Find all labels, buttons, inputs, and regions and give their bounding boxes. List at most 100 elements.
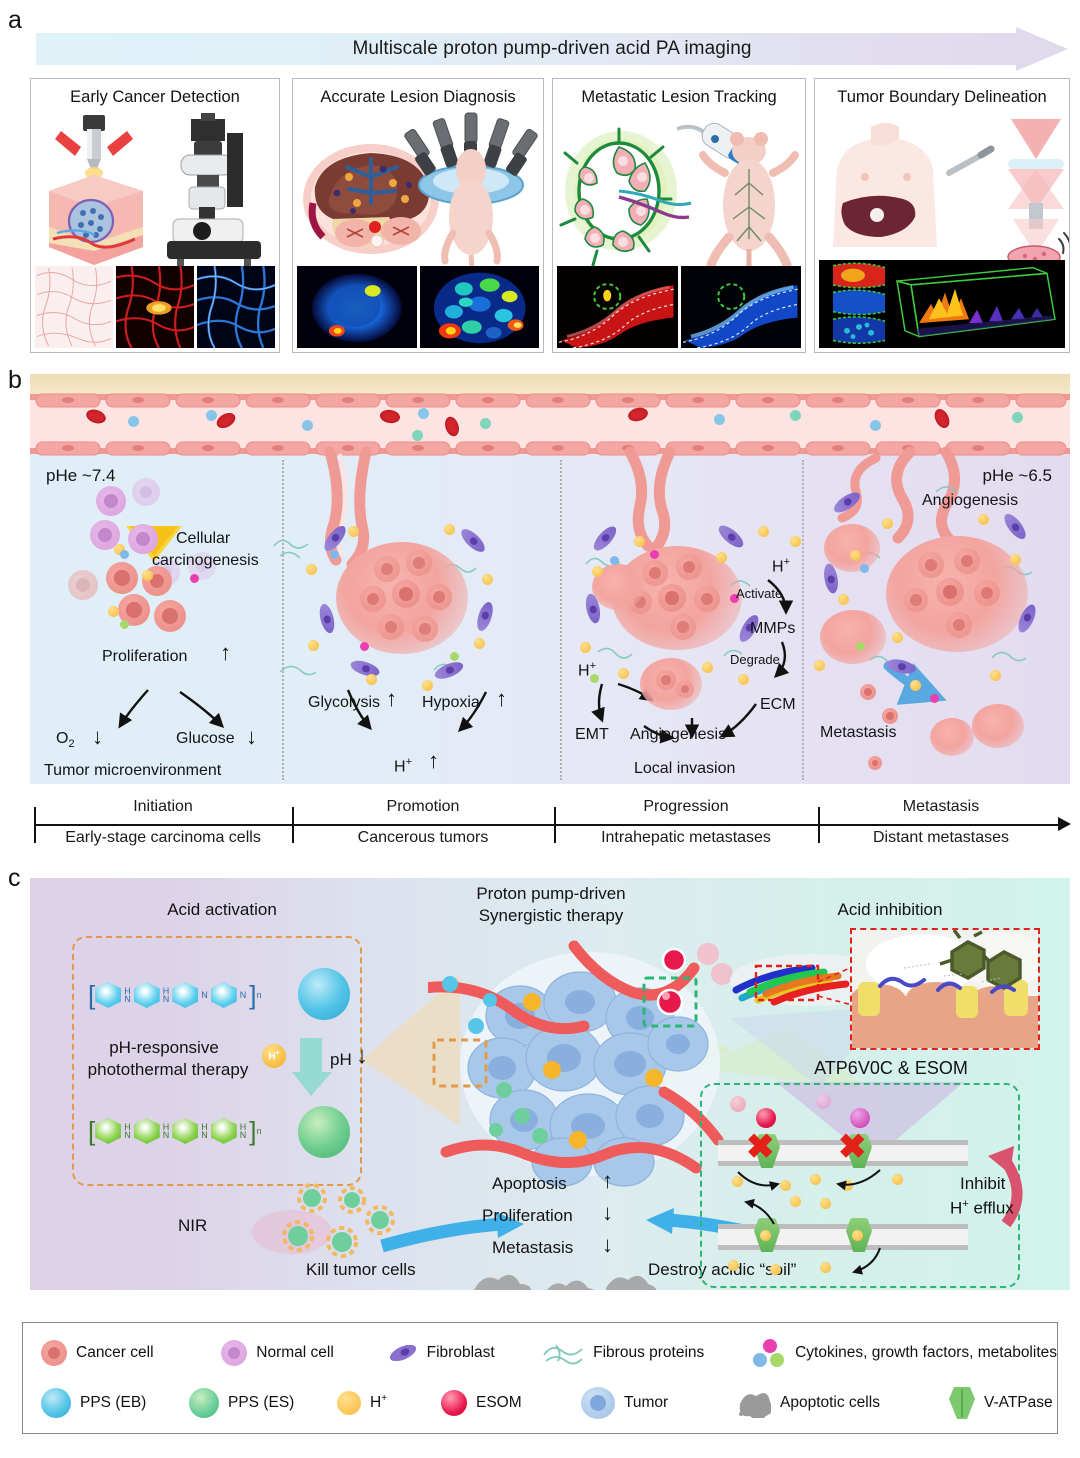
fibrous-proteins-icon bbox=[542, 1341, 584, 1365]
legend-item-fibrous-proteins: Fibrous proteins bbox=[542, 1341, 752, 1365]
esom-icon bbox=[441, 1390, 467, 1416]
pps-es-icon bbox=[189, 1388, 219, 1418]
cancer-cell bbox=[658, 584, 686, 612]
card-tumor-boundary-delineation[interactable]: Tumor Boundary Delineation bbox=[814, 78, 1070, 353]
legend-row-1: Cancer cell Normal cell Fibroblast Fibro… bbox=[23, 1328, 1057, 1378]
proton bbox=[738, 674, 749, 685]
ph-label: pH bbox=[330, 1050, 352, 1069]
legend-item-cytokines: Cytokines, growth factors, metabolites bbox=[752, 1338, 1057, 1368]
proton bbox=[580, 642, 591, 653]
cytokine bbox=[360, 642, 369, 651]
axis-bottom-label: Early-stage carcinoma cells bbox=[65, 829, 261, 846]
legend-row-2: PPS (EB) PPS (ES) H+ ESOM Tumor Apoptoti… bbox=[23, 1378, 1057, 1428]
legend-label: Fibrous proteins bbox=[593, 1344, 705, 1361]
vessel-sprouts-and-cells bbox=[35, 393, 1067, 744]
metastasis-down-arrow: ↓ bbox=[602, 1232, 613, 1257]
legend-label: Tumor bbox=[624, 1394, 669, 1411]
cancer-cell bbox=[676, 680, 694, 698]
pa-blue-vasculature-image[interactable] bbox=[197, 266, 275, 348]
cytokine bbox=[856, 642, 865, 651]
carcinogenesis-label-l1: Cellular bbox=[176, 530, 231, 547]
molecular-docking-zoom[interactable] bbox=[850, 928, 1046, 1050]
pa-blue-metastasis-image[interactable] bbox=[680, 266, 801, 348]
proton bbox=[910, 680, 921, 691]
cancer-cell bbox=[918, 552, 944, 578]
legend-label: Fibroblast bbox=[426, 1344, 495, 1361]
cancer-cell bbox=[694, 586, 720, 612]
proton bbox=[1010, 554, 1021, 565]
proton bbox=[790, 1196, 801, 1207]
degrade-label: Degrade bbox=[730, 652, 780, 667]
ph-responsive-label-l2: photothermal therapy bbox=[87, 1060, 249, 1079]
circulating-cancer-cell bbox=[860, 684, 876, 700]
tumor-progression-diagram: pHe ~7.4 pHe ~6.5 Cellular carcinogenesi… bbox=[30, 374, 1070, 784]
cancer-cell bbox=[406, 550, 432, 576]
early-cancer-detection-images bbox=[31, 266, 279, 352]
card-metastatic-lesion-tracking[interactable]: Metastatic Lesion Tracking bbox=[552, 78, 806, 353]
local-invasion-label: Local invasion bbox=[634, 760, 736, 777]
normal-cell bbox=[96, 486, 126, 516]
ph-down-arrow: ↓ bbox=[356, 1042, 368, 1069]
legend-item-proton: H+ bbox=[337, 1391, 441, 1415]
kill-tumor-arrow bbox=[380, 1212, 524, 1253]
panel-c-letter: c bbox=[8, 864, 21, 892]
histology-image[interactable] bbox=[35, 266, 113, 348]
tumor-microenvironment-label: Tumor microenvironment bbox=[44, 762, 222, 779]
pa-3d-reconstruction-image[interactable] bbox=[819, 260, 1065, 348]
small-tumor-mass bbox=[820, 610, 886, 664]
legend-item-normal-cell: Normal cell bbox=[221, 1340, 387, 1366]
cancer-cell bbox=[68, 570, 98, 600]
proton bbox=[618, 668, 629, 679]
cancer-cell bbox=[904, 588, 928, 612]
cytokine-dot bbox=[128, 416, 139, 427]
pa-red-vasculature-image[interactable] bbox=[116, 266, 194, 348]
card-accurate-lesion-diagnosis[interactable]: Accurate Lesion Diagnosis bbox=[292, 78, 544, 353]
card-early-cancer-detection[interactable]: Early Cancer Detection bbox=[30, 78, 280, 353]
hexagon-unit bbox=[172, 982, 199, 1008]
metastatic-tracking-illustration bbox=[553, 107, 805, 266]
ph-label-right: pHe ~6.5 bbox=[982, 466, 1052, 485]
fibroblast-icon bbox=[388, 1344, 418, 1362]
legend-label: PPS (EB) bbox=[80, 1394, 147, 1411]
cytokine-dot bbox=[1012, 412, 1023, 423]
cytokine bbox=[650, 550, 659, 559]
progression-timeline-axis: Initiation Promotion Progression Metasta… bbox=[30, 796, 1071, 852]
nir-label: NIR bbox=[178, 1216, 208, 1235]
pps-eb-icon bbox=[41, 1388, 71, 1418]
proton bbox=[978, 514, 989, 525]
legend-label: ESOM bbox=[476, 1394, 522, 1411]
legend-item-v-atpase: V-ATPase bbox=[949, 1387, 1053, 1419]
cytokine-dot bbox=[412, 430, 423, 441]
hplus-label-stage3: H+ bbox=[578, 660, 596, 680]
pa-tomography-lesion-image[interactable] bbox=[419, 266, 539, 348]
tumor-icon bbox=[581, 1387, 615, 1419]
proton bbox=[634, 536, 645, 547]
panel-b-letter: b bbox=[8, 366, 22, 394]
circulating-cancer-cell bbox=[882, 708, 898, 724]
proton bbox=[820, 1198, 831, 1209]
cytokine-dot bbox=[418, 408, 429, 419]
cytokine-dot bbox=[302, 420, 313, 431]
proton bbox=[892, 1174, 903, 1185]
cancer-cell bbox=[106, 562, 138, 594]
pa-red-metastasis-image[interactable] bbox=[557, 266, 678, 348]
cytokine bbox=[860, 564, 869, 573]
card-title: Early Cancer Detection bbox=[70, 88, 240, 106]
proliferation-label: Proliferation bbox=[102, 648, 188, 665]
hexagon-unit bbox=[133, 1118, 160, 1144]
pa-tomography-normal-image[interactable] bbox=[297, 266, 417, 348]
legend-label: Cytokines, growth factors, metabolites bbox=[795, 1344, 1057, 1361]
lesion-diagnosis-images bbox=[293, 266, 543, 352]
distant-metastasis-mass bbox=[972, 704, 1024, 748]
cancer-cell bbox=[392, 580, 420, 608]
blocked-x-icon: ✖ bbox=[838, 1128, 867, 1166]
glycolysis-up-arrow: ↑ bbox=[386, 686, 397, 711]
torso-liver-optics-illustration: PA bbox=[833, 119, 1069, 260]
proliferation-up-arrow: ↑ bbox=[220, 640, 231, 665]
legend-label: H+ bbox=[370, 1393, 388, 1412]
pps-eb-nanoparticle bbox=[298, 968, 350, 1020]
metastatic-tracking-images bbox=[553, 266, 805, 352]
